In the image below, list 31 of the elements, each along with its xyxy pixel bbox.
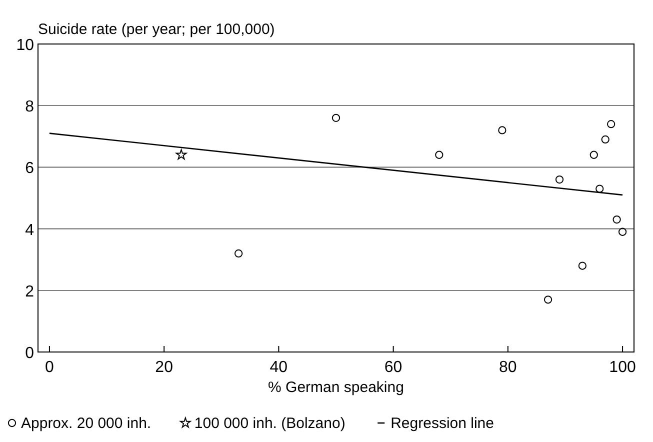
- point: [578, 262, 586, 270]
- point: [435, 150, 444, 159]
- y-axis-title: Suicide rate (per year; per 100,000): [38, 21, 275, 38]
- x-tick-label: 80: [499, 359, 517, 376]
- point: [590, 150, 598, 159]
- point: [618, 228, 627, 236]
- y-tick-label: 6: [25, 160, 34, 178]
- point: [176, 149, 187, 160]
- x-axis-title: % German speaking: [268, 379, 404, 396]
- point: [601, 135, 610, 144]
- y-tick-label: 4: [25, 222, 34, 239]
- x-tick-label: 0: [45, 359, 54, 376]
- y-tick-label: 0: [25, 345, 34, 362]
- x-tick-label: 100: [609, 359, 636, 376]
- y-tick-label: 2: [25, 283, 34, 300]
- x-tick-label: 20: [155, 359, 174, 376]
- point: [612, 216, 621, 224]
- point: [555, 175, 564, 184]
- point: [234, 249, 243, 258]
- x-tick-label: 40: [270, 359, 288, 376]
- point: [332, 114, 340, 122]
- legend-label: Regression line: [390, 415, 494, 432]
- point: [544, 296, 552, 304]
- point: [596, 184, 604, 193]
- y-tick-label: 10: [16, 37, 34, 54]
- legend-label: Approx. 20 000 inh.: [21, 415, 152, 432]
- y-tick-label: 8: [25, 98, 34, 116]
- point: [498, 126, 506, 134]
- point: [607, 120, 616, 128]
- x-tick-label: 60: [384, 359, 402, 376]
- legend-label: 100 000 inh. (Bolzano): [194, 415, 346, 432]
